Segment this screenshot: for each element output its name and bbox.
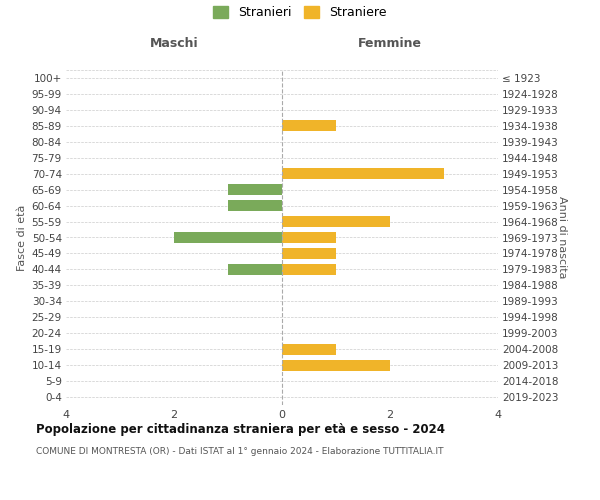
Text: COMUNE DI MONTRESTA (OR) - Dati ISTAT al 1° gennaio 2024 - Elaborazione TUTTITAL: COMUNE DI MONTRESTA (OR) - Dati ISTAT al… — [36, 448, 443, 456]
Y-axis label: Fasce di età: Fasce di età — [17, 204, 28, 270]
Y-axis label: Anni di nascita: Anni di nascita — [557, 196, 567, 279]
Bar — [282, 360, 390, 370]
Bar — [282, 344, 336, 355]
Bar — [282, 120, 336, 132]
Bar — [282, 232, 336, 243]
Bar — [228, 200, 282, 211]
Bar — [282, 248, 336, 259]
Bar — [174, 232, 282, 243]
Bar — [228, 184, 282, 195]
Text: Femmine: Femmine — [358, 37, 422, 50]
Legend: Stranieri, Straniere: Stranieri, Straniere — [213, 6, 387, 19]
Text: Popolazione per cittadinanza straniera per età e sesso - 2024: Popolazione per cittadinanza straniera p… — [36, 422, 445, 436]
Bar — [282, 168, 444, 179]
Bar — [282, 264, 336, 275]
Bar — [228, 264, 282, 275]
Bar — [282, 216, 390, 227]
Text: Maschi: Maschi — [149, 37, 199, 50]
